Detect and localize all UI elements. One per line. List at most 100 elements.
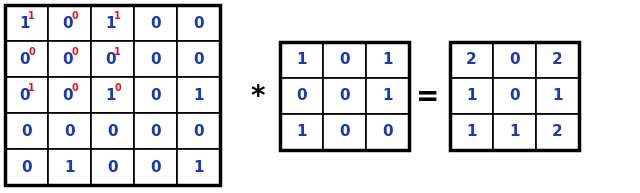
Text: 0: 0	[150, 159, 161, 174]
Text: 0: 0	[19, 52, 30, 67]
Bar	[366, 78, 409, 114]
Bar	[280, 42, 409, 150]
Bar	[177, 113, 220, 149]
Text: 0: 0	[193, 15, 204, 30]
Bar	[48, 41, 91, 77]
Text: 0: 0	[339, 52, 350, 68]
Text: 1: 1	[114, 11, 121, 21]
Text: 1: 1	[382, 89, 393, 103]
Bar	[177, 5, 220, 41]
Text: *: *	[251, 83, 265, 111]
Text: 0: 0	[339, 124, 350, 140]
Bar	[450, 42, 493, 78]
Bar	[5, 41, 48, 77]
Text: 0: 0	[114, 83, 121, 93]
Text: 0: 0	[150, 124, 161, 139]
Text: 1: 1	[193, 87, 204, 102]
Bar	[450, 78, 493, 114]
Bar	[91, 41, 134, 77]
Bar	[48, 149, 91, 185]
Text: 1: 1	[296, 52, 307, 68]
Bar	[5, 113, 48, 149]
Text: 0: 0	[71, 83, 78, 93]
Text: 0: 0	[19, 87, 30, 102]
Bar	[48, 77, 91, 113]
Text: 0: 0	[28, 47, 35, 57]
Bar	[177, 77, 220, 113]
Text: 0: 0	[107, 124, 118, 139]
Text: 0: 0	[150, 15, 161, 30]
Bar	[280, 78, 323, 114]
Bar	[493, 42, 536, 78]
Text: 1: 1	[105, 15, 116, 30]
Text: 0: 0	[71, 11, 78, 21]
Bar	[5, 5, 220, 185]
Bar	[91, 5, 134, 41]
Bar	[493, 114, 536, 150]
Text: 1: 1	[105, 87, 116, 102]
Text: 1: 1	[28, 11, 35, 21]
Text: 0: 0	[62, 15, 73, 30]
Bar	[280, 114, 323, 150]
Bar	[536, 114, 579, 150]
Text: 0: 0	[71, 47, 78, 57]
Bar	[366, 114, 409, 150]
Text: 1: 1	[28, 83, 35, 93]
Text: 0: 0	[193, 52, 204, 67]
Bar	[177, 41, 220, 77]
Bar	[323, 114, 366, 150]
Bar	[536, 42, 579, 78]
Text: 1: 1	[296, 124, 307, 140]
Bar	[134, 5, 177, 41]
Text: 0: 0	[21, 159, 32, 174]
Bar	[91, 113, 134, 149]
Bar	[450, 114, 493, 150]
Bar	[134, 149, 177, 185]
Text: 2: 2	[552, 124, 563, 140]
Bar	[323, 42, 366, 78]
Text: 0: 0	[150, 87, 161, 102]
Text: 1: 1	[467, 124, 477, 140]
Text: 0: 0	[62, 52, 73, 67]
Text: 0: 0	[64, 124, 75, 139]
Bar	[493, 78, 536, 114]
Bar	[536, 78, 579, 114]
Text: 2: 2	[466, 52, 477, 68]
Bar	[134, 41, 177, 77]
Text: 0: 0	[107, 159, 118, 174]
Bar	[366, 42, 409, 78]
Bar	[134, 77, 177, 113]
Text: 1: 1	[19, 15, 29, 30]
Text: 1: 1	[552, 89, 563, 103]
Text: 1: 1	[382, 52, 393, 68]
Bar	[280, 42, 323, 78]
Bar	[91, 149, 134, 185]
Bar	[5, 77, 48, 113]
Bar	[5, 5, 48, 41]
Text: 1: 1	[193, 159, 204, 174]
Text: 1: 1	[509, 124, 520, 140]
Text: 0: 0	[150, 52, 161, 67]
Text: 0: 0	[296, 89, 307, 103]
Text: 0: 0	[105, 52, 116, 67]
Text: 1: 1	[64, 159, 75, 174]
Text: 0: 0	[339, 89, 350, 103]
Bar	[134, 113, 177, 149]
Text: 2: 2	[552, 52, 563, 68]
Text: 0: 0	[509, 89, 520, 103]
Bar	[177, 149, 220, 185]
Bar	[5, 149, 48, 185]
Text: =: =	[416, 83, 440, 111]
Text: 0: 0	[62, 87, 73, 102]
Text: 1: 1	[114, 47, 121, 57]
Text: 0: 0	[21, 124, 32, 139]
Bar	[48, 5, 91, 41]
Bar	[48, 113, 91, 149]
Text: 1: 1	[467, 89, 477, 103]
Bar	[323, 78, 366, 114]
Bar	[91, 77, 134, 113]
Bar	[450, 42, 579, 150]
Text: 0: 0	[193, 124, 204, 139]
Text: 0: 0	[382, 124, 393, 140]
Text: 0: 0	[509, 52, 520, 68]
